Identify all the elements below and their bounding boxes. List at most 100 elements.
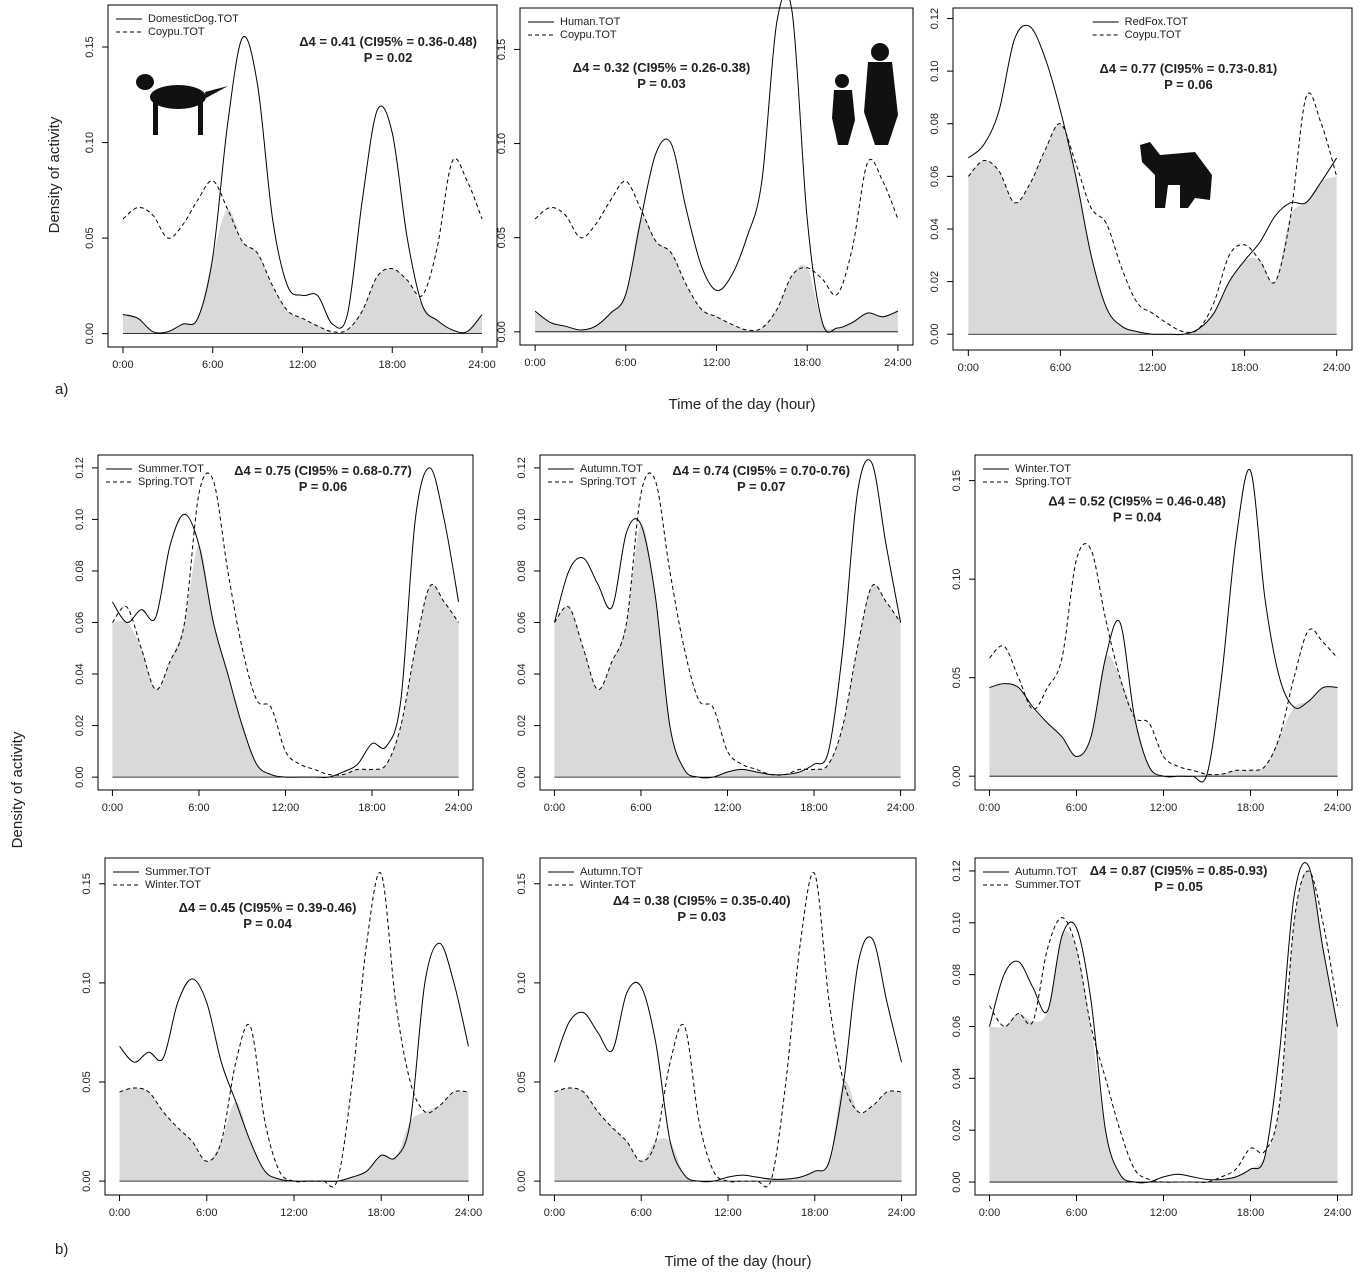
legend-label: Coypu.TOT bbox=[148, 26, 205, 38]
legend-label: Winter.TOT bbox=[145, 879, 201, 891]
y-tick-label: 0.10 bbox=[951, 912, 963, 933]
x-tick-label: 6:00 bbox=[630, 802, 651, 814]
y-tick-label: 0.05 bbox=[496, 227, 508, 248]
x-tick-label: 12:00 bbox=[280, 1207, 308, 1219]
annotation: Δ4 = 0.74 (CI95% = 0.70-0.76) bbox=[672, 463, 850, 478]
annotation: Δ4 = 0.75 (CI95% = 0.68-0.77) bbox=[234, 463, 412, 478]
legend-label: Autumn.TOT bbox=[580, 463, 643, 475]
legend-label: Spring.TOT bbox=[1015, 476, 1072, 488]
y-tick-label: 0.12 bbox=[929, 8, 941, 29]
annotation: P = 0.07 bbox=[737, 479, 786, 494]
x-tick-label: 0:00 bbox=[524, 357, 545, 369]
series-line bbox=[989, 862, 1338, 1184]
x-tick-label: 24:00 bbox=[888, 1207, 916, 1219]
series-line bbox=[554, 871, 902, 1188]
y-tick-label: 0.05 bbox=[951, 667, 963, 688]
annotation: P = 0.06 bbox=[1164, 77, 1213, 92]
y-tick-label: 0.00 bbox=[81, 1170, 93, 1191]
y-tick-label: 0.08 bbox=[516, 560, 528, 581]
annotation: Δ4 = 0.41 (CI95% = 0.36-0.48) bbox=[299, 34, 477, 49]
x-tick-label: 12:00 bbox=[714, 1207, 742, 1219]
x-tick-label: 24:00 bbox=[445, 802, 473, 814]
y-tick-label: 0.08 bbox=[929, 113, 941, 134]
y-axis-label: Density of activity bbox=[9, 731, 26, 848]
y-tick-label: 0.12 bbox=[516, 457, 528, 478]
x-tick-label: 0:00 bbox=[979, 1207, 1000, 1219]
people-icon bbox=[832, 43, 898, 145]
x-tick-label: 24:00 bbox=[884, 357, 912, 369]
x-axis-label: Time of the day (hour) bbox=[664, 1253, 811, 1270]
series-line bbox=[122, 35, 483, 334]
y-tick-label: 0.05 bbox=[516, 1071, 528, 1092]
legend-label: Coypu.TOT bbox=[560, 29, 617, 41]
x-tick-label: 18:00 bbox=[379, 359, 407, 371]
y-tick-label: 0.10 bbox=[74, 509, 86, 530]
series-line bbox=[119, 871, 469, 1188]
y-tick-label: 0.04 bbox=[929, 218, 941, 239]
annotation: Δ4 = 0.52 (CI95% = 0.46-0.48) bbox=[1048, 493, 1226, 508]
x-tick-label: 18:00 bbox=[800, 802, 828, 814]
series-line bbox=[989, 870, 1338, 1183]
panel: 0:00 6:00 12:00 18:00 24:00 0.00 0.05 0.10 0.15 W… bbox=[951, 454, 1353, 814]
overlap-area bbox=[968, 123, 1337, 335]
y-tick-label: 0.00 bbox=[74, 766, 86, 787]
panel: 0:00 6:00 12:00 18:00 24:00 0.00 0.05 0.10 0.15 H… bbox=[496, 0, 914, 369]
x-tick-label: 24:00 bbox=[887, 802, 915, 814]
panel: 0:00 6:00 12:00 18:00 24:00 0.00 0.05 0.10 0.15 D… bbox=[84, 4, 498, 371]
y-tick-label: 0.00 bbox=[929, 324, 941, 345]
annotation: P = 0.03 bbox=[637, 76, 686, 91]
y-tick-label: 0.10 bbox=[516, 972, 528, 993]
overlap-area bbox=[119, 1087, 469, 1182]
x-tick-label: 6:00 bbox=[202, 359, 223, 371]
y-tick-label: 0.15 bbox=[516, 873, 528, 894]
y-tick-label: 0.12 bbox=[74, 457, 86, 478]
legend-label: Autumn.TOT bbox=[1015, 866, 1078, 878]
y-tick-label: 0.02 bbox=[74, 715, 86, 736]
x-tick-label: 18:00 bbox=[1237, 802, 1265, 814]
legend-label: Winter.TOT bbox=[580, 879, 636, 891]
annotation: P = 0.04 bbox=[1113, 509, 1162, 524]
series-line bbox=[989, 543, 1338, 776]
annotation: P = 0.05 bbox=[1154, 879, 1203, 894]
annotation: Δ4 = 0.77 (CI95% = 0.73-0.81) bbox=[1100, 61, 1278, 76]
overlap-area bbox=[122, 209, 483, 334]
series-line bbox=[534, 158, 899, 332]
series-line bbox=[968, 24, 1338, 336]
annotation: P = 0.04 bbox=[243, 916, 292, 931]
panel: 0:00 6:00 12:00 18:00 24:00 0.00 0.02 0.04 0.06 0… bbox=[516, 454, 916, 814]
x-tick-label: 6:00 bbox=[631, 1207, 652, 1219]
legend-label: Winter.TOT bbox=[1015, 463, 1071, 475]
y-tick-label: 0.04 bbox=[516, 663, 528, 684]
y-tick-label: 0.02 bbox=[951, 1119, 963, 1140]
y-tick-label: 0.05 bbox=[84, 227, 96, 248]
y-tick-label: 0.15 bbox=[81, 873, 93, 894]
y-tick-label: 0.08 bbox=[74, 560, 86, 581]
panel: 0:00 6:00 12:00 18:00 24:00 0.00 0.05 0.10 0.15 S… bbox=[81, 857, 484, 1219]
x-tick-label: 0:00 bbox=[112, 359, 133, 371]
x-tick-label: 18:00 bbox=[1231, 362, 1259, 374]
panel-label: b) bbox=[55, 1241, 68, 1258]
x-tick-label: 6:00 bbox=[196, 1207, 217, 1219]
x-tick-label: 6:00 bbox=[1066, 802, 1087, 814]
annotation: P = 0.06 bbox=[299, 479, 348, 494]
x-tick-label: 12:00 bbox=[1150, 1207, 1178, 1219]
legend-label: Summer.TOT bbox=[1015, 879, 1081, 891]
y-tick-label: 0.00 bbox=[951, 1171, 963, 1192]
x-tick-label: 0:00 bbox=[544, 802, 565, 814]
x-tick-label: 18:00 bbox=[793, 357, 821, 369]
y-tick-label: 0.08 bbox=[951, 964, 963, 985]
legend-label: RedFox.TOT bbox=[1125, 16, 1189, 28]
legend-label: Autumn.TOT bbox=[580, 866, 643, 878]
x-tick-label: 0:00 bbox=[102, 802, 123, 814]
legend-label: Spring.TOT bbox=[138, 476, 195, 488]
legend-label: DomesticDog.TOT bbox=[148, 13, 239, 25]
x-tick-label: 6:00 bbox=[1050, 362, 1071, 374]
legend-label: Human.TOT bbox=[560, 16, 621, 28]
panel-label: a) bbox=[55, 381, 68, 398]
y-tick-label: 0.06 bbox=[951, 1016, 963, 1037]
panel: 0:00 6:00 12:00 18:00 24:00 0.00 0.05 0.10 0.15 A… bbox=[516, 857, 917, 1219]
x-tick-label: 12:00 bbox=[714, 802, 742, 814]
x-tick-label: 12:00 bbox=[272, 802, 300, 814]
series-line bbox=[534, 0, 899, 333]
overlap-area bbox=[554, 1080, 902, 1182]
